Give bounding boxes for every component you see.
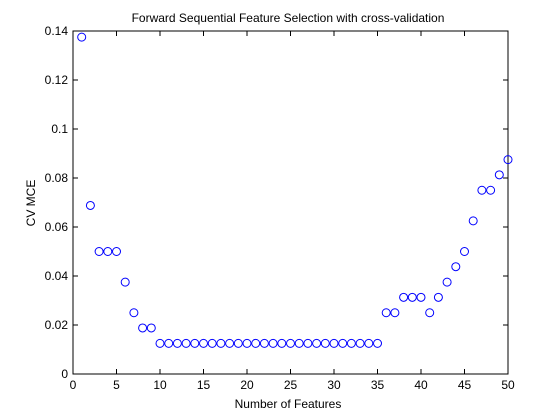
x-tick-label: 50 [501,378,515,392]
data-point [338,338,348,348]
data-point [373,338,382,348]
y-tick-label: 0.1 [51,122,68,136]
y-tick-label: 0.04 [45,269,69,283]
x-tick-label: 5 [113,378,120,392]
data-point [433,292,443,302]
x-tick-label: 15 [197,378,211,392]
data-point [164,338,174,348]
data-point [494,170,504,180]
data-point [346,338,356,348]
data-point [486,185,496,195]
data-point [181,338,191,348]
y-tick-label: 0.06 [45,220,69,234]
x-tick-label: 0 [70,378,77,392]
y-tick-label: 0.02 [45,318,69,332]
data-point [207,338,217,348]
data-markers [77,32,513,348]
axis-ticks: 0 5 10 15 20 25 30 35 40 45 50 0 0.02 0.04 0.06 0.08 0.1… [45,24,515,392]
data-point [268,338,278,348]
x-tick-label: 25 [284,378,298,392]
chart-title: Forward Sequential Feature Selection wit… [132,11,445,25]
data-point [146,323,156,333]
x-tick-label: 30 [327,378,341,392]
data-point [303,338,313,348]
data-point [468,216,478,226]
x-tick-label: 10 [153,378,167,392]
data-point [477,185,487,195]
data-point [242,338,252,348]
data-point [286,338,295,348]
data-point [129,308,139,318]
data-point [94,247,104,256]
y-tick-label: 0 [61,367,68,381]
data-point [355,338,365,348]
data-point [277,338,287,348]
y-axis-label: CV MCE [24,180,38,227]
data-point [460,247,469,256]
x-tick-label: 45 [458,378,472,392]
x-tick-label: 35 [371,378,385,392]
data-point [199,338,208,348]
data-point [251,338,261,348]
data-point [364,338,374,348]
data-point [103,247,113,256]
data-point [190,338,200,348]
data-point [329,338,339,348]
x-tick-label: 40 [414,378,428,392]
data-point [407,292,417,302]
plot-area [72,30,509,375]
data-point [503,155,513,165]
data-point [155,338,165,348]
y-tick-label: 0.14 [45,24,69,38]
data-point [399,292,409,302]
data-point [442,277,452,287]
x-tick-label: 20 [240,378,254,392]
data-point [390,308,400,318]
data-point [320,338,330,348]
data-point [451,262,461,272]
x-axis-label: Number of Features [235,397,342,411]
data-point [85,200,95,210]
data-point [138,323,148,333]
data-point [216,338,226,348]
data-point [381,308,391,318]
data-point [120,277,130,287]
data-point [425,308,435,318]
data-point [225,338,235,348]
data-point [312,338,322,348]
y-tick-label: 0.08 [45,171,69,185]
data-point [77,32,87,42]
y-tick-label: 0.12 [45,73,69,87]
data-point [416,292,426,302]
data-point [233,338,243,348]
data-point [259,338,269,348]
data-point [172,338,182,348]
data-point [112,247,121,256]
data-point [294,338,304,348]
